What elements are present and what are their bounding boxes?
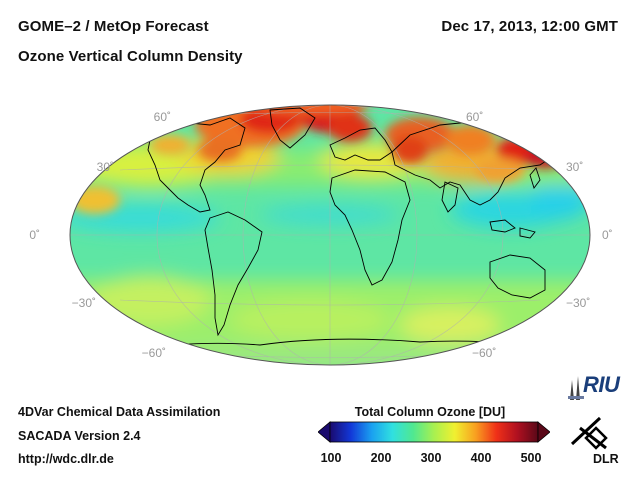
- colorbar-tick: 100: [320, 451, 342, 465]
- lat-label-left-30n: 30˚: [96, 160, 114, 174]
- map-outline: [69, 104, 591, 366]
- colorbar-gradient: [329, 421, 539, 443]
- lat-label-right-60n: 60˚: [466, 110, 484, 124]
- map-subtitle: Ozone Vertical Column Density: [18, 48, 243, 65]
- colorbar-tick: 200: [370, 451, 392, 465]
- dlr-logo-text: DLR: [593, 452, 619, 466]
- lat-label-right-30s: −30˚: [566, 296, 591, 310]
- colorbar-tick: 300: [420, 451, 442, 465]
- colorbar-low-arrow: [318, 421, 331, 443]
- lat-label-right-0: 0˚: [602, 228, 613, 242]
- footer-version: SACADA Version 2.4: [18, 429, 141, 443]
- footer-url[interactable]: http://wdc.dlr.de: [18, 452, 114, 466]
- lat-label-left-60n: 60˚: [153, 110, 171, 124]
- dlr-logo-icon: [570, 416, 608, 450]
- map-title: GOME–2 / MetOp Forecast: [18, 18, 209, 35]
- forecast-date: Dec 17, 2013, 12:00 GMT: [441, 18, 618, 35]
- riu-logo-text: RIU: [583, 372, 620, 397]
- lat-label-left-30s: −30˚: [71, 296, 96, 310]
- colorbar-high-arrow: [537, 421, 550, 443]
- footer-method: 4DVar Chemical Data Assimilation: [18, 405, 221, 419]
- lat-label-right-60s: −60˚: [472, 346, 497, 360]
- riu-logo-icon: [568, 376, 584, 400]
- colorbar-tick: 400: [470, 451, 492, 465]
- colorbar: [318, 421, 550, 443]
- lat-label-left-0: 0˚: [29, 228, 40, 242]
- colorbar-title: Total Column Ozone [DU]: [354, 405, 506, 419]
- colorbar-tick: 500: [520, 451, 542, 465]
- lat-label-right-30n: 30˚: [566, 160, 584, 174]
- lat-label-left-60s: −60˚: [141, 346, 166, 360]
